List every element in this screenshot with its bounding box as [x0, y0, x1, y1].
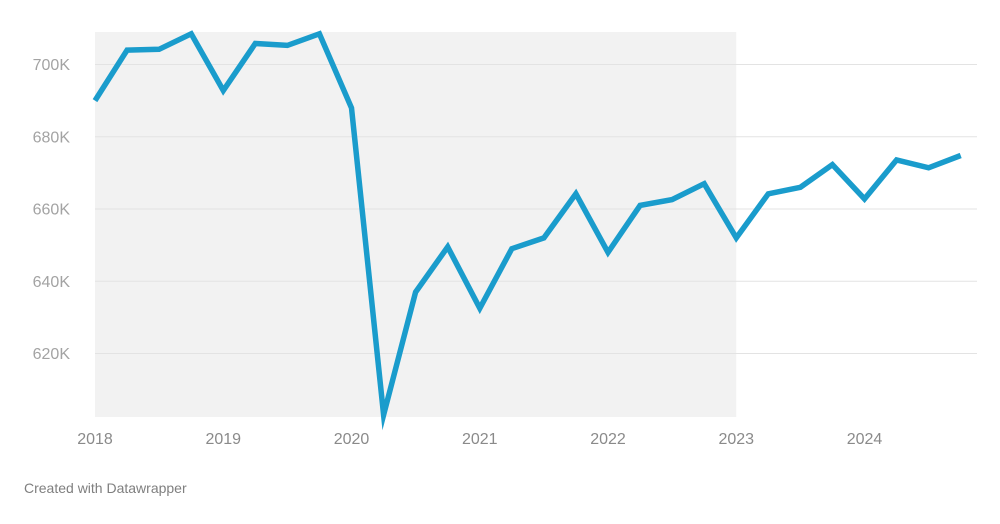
footer-credit: Created with Datawrapper — [24, 480, 187, 496]
y-axis-tick-labels: 620K 640K 660K 680K 700K — [33, 57, 71, 363]
x-tick-label: 2020 — [334, 431, 370, 448]
x-axis-tick-labels: 2018 2019 2020 2021 2022 2023 2024 — [77, 431, 882, 448]
x-tick-label: 2019 — [205, 431, 241, 448]
y-tick-label: 700K — [33, 57, 71, 74]
x-tick-label: 2021 — [462, 431, 498, 448]
x-tick-label: 2018 — [77, 431, 113, 448]
x-tick-label: 2024 — [847, 431, 883, 448]
shaded-period-background — [95, 32, 737, 417]
y-tick-label: 680K — [33, 129, 71, 146]
x-tick-label: 2022 — [590, 431, 626, 448]
y-tick-label: 620K — [33, 346, 71, 363]
series-lines — [92, 30, 962, 431]
y-tick-label: 660K — [33, 202, 71, 219]
line-chart: 620K 640K 660K 680K 700K 2018 2019 2020 2021 202… — [33, 30, 977, 448]
x-tick-label: 2023 — [718, 431, 754, 448]
y-tick-label: 640K — [33, 274, 71, 291]
series-line — [92, 30, 962, 431]
